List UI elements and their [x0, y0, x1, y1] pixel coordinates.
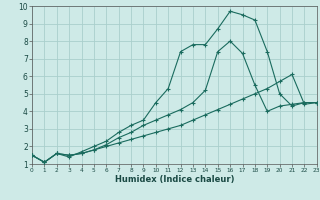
X-axis label: Humidex (Indice chaleur): Humidex (Indice chaleur) — [115, 175, 234, 184]
